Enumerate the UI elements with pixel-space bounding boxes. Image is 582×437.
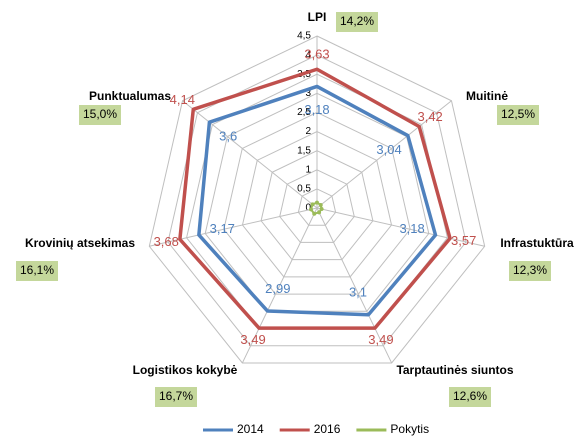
grid-ring <box>241 131 393 278</box>
grid-ring <box>260 150 374 261</box>
value-label: 3,42 <box>417 109 442 124</box>
point <box>317 210 322 215</box>
spoke <box>316 100 452 209</box>
category-label: Muitinė <box>466 89 508 103</box>
value-label: 3,49 <box>368 332 393 347</box>
change-label: 15,0% <box>83 107 117 121</box>
change-label: 16,7% <box>159 389 193 403</box>
category-label: Logistikos kokybė <box>133 363 238 377</box>
point <box>310 202 315 207</box>
category-label: Punktualumas <box>89 89 171 103</box>
change-box <box>509 261 551 281</box>
point <box>319 207 324 212</box>
grid-ring <box>167 54 467 347</box>
y-tick-label: 1,5 <box>297 145 311 156</box>
change-box <box>449 387 491 407</box>
grid-ring <box>279 169 355 243</box>
grid-ring <box>297 188 337 226</box>
spoke <box>241 207 318 364</box>
y-tick-label: 4,5 <box>297 31 311 42</box>
spoke <box>316 207 485 247</box>
y-tick-label: 3 <box>305 88 311 99</box>
change-box <box>79 105 121 125</box>
value-label: 3,6 <box>219 129 237 144</box>
category-label: Tarptautinės siuntos <box>396 363 513 377</box>
series-line <box>197 84 438 317</box>
grid-ring <box>148 35 486 364</box>
change-box <box>497 105 539 125</box>
value-label: 3,04 <box>376 142 401 157</box>
value-label: 3,18 <box>399 221 424 236</box>
value-label: 3,63 <box>304 47 329 62</box>
value-label: 2,99 <box>265 281 290 296</box>
change-label: 12,5% <box>501 107 535 121</box>
value-label: 4,14 <box>170 92 195 107</box>
category-label: Infrastuktūra <box>500 236 574 250</box>
legend-label: Pokytis <box>390 422 429 436</box>
series-line <box>178 67 452 330</box>
spoke <box>182 100 318 209</box>
change-box <box>16 261 58 281</box>
value-label: 3,18 <box>304 102 329 117</box>
point <box>309 207 314 212</box>
point <box>315 200 319 205</box>
change-box <box>336 12 378 32</box>
category-label: LPI <box>308 10 327 24</box>
y-tick-label: 1 <box>305 164 311 175</box>
value-label: 3,68 <box>154 234 179 249</box>
value-label: 3,1 <box>349 285 367 300</box>
y-tick-label: 4 <box>305 50 311 61</box>
point <box>312 211 317 216</box>
y-tick-label: 2 <box>305 126 311 137</box>
y-tick-label: 2,5 <box>297 107 311 118</box>
grid-ring <box>223 111 411 295</box>
value-label: 3,57 <box>451 233 476 248</box>
spoke <box>149 207 318 247</box>
change-label: 12,3% <box>513 263 547 277</box>
legend-label: 2016 <box>314 422 341 436</box>
legend-label: 2014 <box>237 422 264 436</box>
y-tick-label: 0 <box>305 203 311 214</box>
y-tick-label: 0,5 <box>297 184 311 195</box>
value-label: 3,49 <box>240 332 265 347</box>
change-label: 16,1% <box>20 263 54 277</box>
spoke <box>316 207 393 364</box>
point <box>318 203 323 208</box>
change-box <box>155 387 197 407</box>
change-label: 12,6% <box>453 389 487 403</box>
change-label: 14,2% <box>340 14 374 28</box>
category-label: Krovinių atsekimas <box>25 236 135 250</box>
value-label: 3,17 <box>210 221 235 236</box>
